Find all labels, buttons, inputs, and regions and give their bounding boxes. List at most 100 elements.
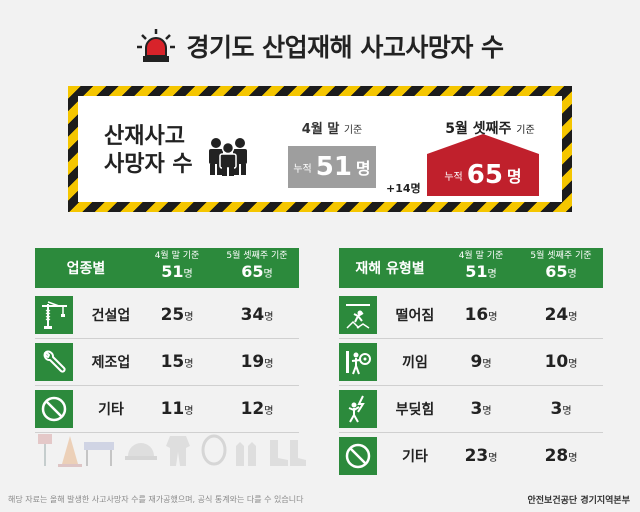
row-label: 기타 [402, 449, 428, 465]
may-total-box: 누적 65 명 [427, 154, 539, 196]
helmet-icon [125, 443, 157, 460]
value-number: 11 [160, 399, 185, 419]
no-sign-icon [339, 437, 377, 475]
may-caption-main: 5월 셋째주 [445, 121, 512, 137]
row-april-value: 25명 [137, 305, 217, 325]
value-unit: 명 [488, 312, 498, 323]
col-unit: 명 [183, 269, 193, 280]
april-value: 51 [315, 152, 352, 182]
banner-panel: 산재사고 사망자 수 4월 말 기준 누적 51 명 5월 셋째 [78, 96, 562, 202]
industry-table-title: 업종별 [66, 261, 106, 277]
row-label: 기타 [98, 402, 124, 418]
col-unit: 명 [567, 269, 577, 280]
value-number: 23 [464, 446, 489, 466]
row-label: 제조업 [91, 355, 131, 371]
falling-icon [339, 296, 377, 334]
value-unit: 명 [482, 406, 492, 417]
value-unit: 명 [568, 453, 578, 464]
row-label: 끼임 [402, 355, 428, 371]
page-title: 경기도 산업재해 사고사망자 수 [186, 33, 504, 62]
value-number: 15 [160, 352, 185, 372]
col-unit: 명 [263, 269, 273, 280]
value-unit: 명 [568, 312, 578, 323]
value-number: 25 [160, 305, 185, 325]
value-number: 12 [240, 399, 265, 419]
type-table: 재해 유형별 4월 말 기준 51명 5월 셋째주 기준 65명 떨어짐 16명… [339, 248, 603, 476]
value-unit: 명 [562, 406, 572, 417]
type-table-title: 재해 유형별 [355, 261, 425, 277]
industry-col-may: 5월 셋째주 기준 65명 [217, 251, 297, 285]
col-caption: 4월 말 기준 [458, 251, 504, 261]
table-row: 끼임 9명 10명 [339, 342, 603, 386]
table-row: 건설업 25명 34명 [35, 295, 299, 339]
industry-table-header: 업종별 4월 말 기준 51명 5월 셋째주 기준 65명 [35, 248, 299, 288]
table-row: 부딪힘 3명 3명 [339, 389, 603, 433]
up-arrow-icon [427, 134, 539, 196]
value-number: 34 [240, 305, 265, 325]
row-label: 떨어짐 [395, 308, 435, 324]
table-row: 기타 11 명 12명 [35, 389, 299, 433]
value-number: 9 [470, 352, 483, 372]
value-number: 3 [550, 399, 563, 419]
april-unit: 명 [355, 159, 371, 178]
industry-col-april: 4월 말 기준 51명 [137, 251, 217, 285]
type-col-april: 4월 말 기준 51명 [441, 251, 521, 285]
value-number: 19 [240, 352, 265, 372]
row-divider [35, 432, 299, 433]
value-unit: 명 [184, 312, 194, 323]
crane-icon [35, 296, 73, 334]
may-caption-small: 기준 [516, 125, 535, 136]
row-divider [339, 432, 603, 433]
no-sign-icon [35, 390, 73, 428]
row-divider [35, 338, 299, 339]
row-may-value: 12명 [217, 399, 297, 419]
barrier-icon [84, 442, 114, 466]
value-unit: 명 [488, 453, 498, 464]
row-may-value: 3명 [521, 399, 601, 419]
april-total-box: 누적 51 명 [288, 146, 376, 188]
banner-label-line1: 산재사고 [104, 124, 185, 149]
row-may-value: 19명 [217, 352, 297, 372]
may-caption: 5월 셋째주 기준 [430, 118, 550, 138]
page-header: 경기도 산업재해 사고사망자 수 [0, 26, 640, 66]
table-row: 제조업 15명 19명 [35, 342, 299, 386]
col-total: 51 [161, 262, 184, 281]
face-shield-icon [201, 434, 227, 466]
col-caption: 4월 말 기준 [154, 251, 200, 261]
row-label: 건설업 [91, 308, 131, 324]
row-divider [339, 338, 603, 339]
safety-gear-decoration [38, 434, 306, 467]
may-unit: 명 [506, 167, 522, 186]
value-number: 28 [544, 446, 569, 466]
col-total: 65 [241, 262, 264, 281]
value-number: 24 [544, 305, 569, 325]
siren-icon [137, 29, 176, 62]
row-april-value: 16명 [441, 305, 521, 325]
hazard-banner: 산재사고 사망자 수 4월 말 기준 누적 51 명 5월 셋째 [68, 86, 572, 212]
caught-icon [339, 343, 377, 381]
type-table-header: 재해 유형별 4월 말 기준 51명 5월 셋째주 기준 65명 [339, 248, 603, 288]
type-col-may: 5월 셋째주 기준 65명 [521, 251, 601, 285]
value-number: 16 [464, 305, 489, 325]
coverall-icon [166, 436, 190, 466]
value-number: 10 [544, 352, 569, 372]
value-unit: 명 [264, 312, 274, 323]
row-april-value: 15명 [137, 352, 217, 372]
row-may-value: 24명 [521, 305, 601, 325]
row-divider [35, 385, 299, 386]
april-caption-small: 기준 [343, 125, 363, 136]
col-caption: 5월 셋째주 기준 [226, 251, 288, 261]
col-unit: 명 [487, 269, 497, 280]
table-row: 기타 23명 28명 [339, 436, 603, 476]
banner-label-line2: 사망자 수 [104, 152, 193, 177]
may-value: 65 [466, 160, 503, 190]
value-unit: 명 [264, 406, 274, 417]
industry-table: 업종별 4월 말 기준 51명 5월 셋째주 기준 65명 건설업 25명 34… [35, 248, 299, 433]
value-unit: 명 [264, 359, 274, 370]
value-unit: 명 [568, 359, 578, 370]
value-unit: 명 [482, 359, 492, 370]
may-prefix: 누적 [444, 171, 463, 183]
wrench-icon [35, 343, 73, 381]
row-divider [339, 385, 603, 386]
footer-organization: 안전보건공단 경기지역본부 [527, 496, 631, 506]
